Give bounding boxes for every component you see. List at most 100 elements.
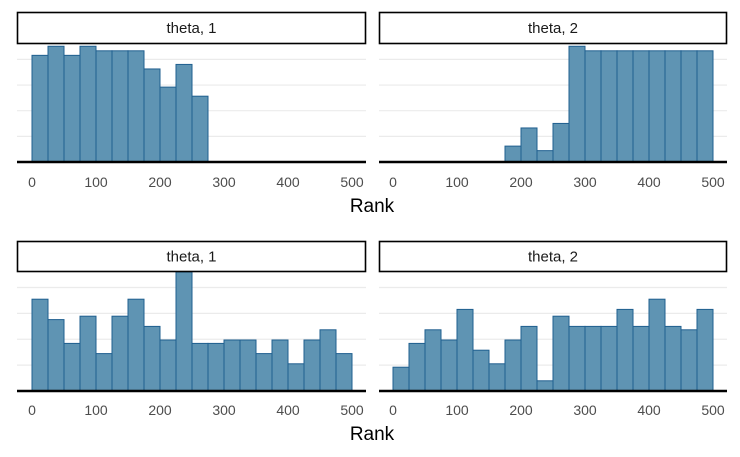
histogram-bar [600, 325, 618, 392]
histogram-bar [408, 342, 426, 392]
histogram-bar [584, 325, 602, 392]
histogram-bar [95, 50, 113, 163]
x-tick-label: 200 [509, 174, 533, 190]
histogram-bar [191, 342, 209, 392]
x-tick-label: 300 [212, 402, 236, 418]
histogram-bar [175, 271, 193, 392]
histogram-bar [392, 366, 410, 392]
histogram-bar [472, 349, 490, 392]
histogram-bar [488, 363, 506, 392]
x-tick-label: 500 [701, 402, 725, 418]
histogram-bar [424, 329, 442, 392]
histogram-bar [143, 325, 161, 392]
histogram-bar [303, 339, 321, 392]
histogram-bar [191, 95, 209, 163]
histogram-bar [319, 329, 337, 392]
strip-label: theta, 1 [166, 249, 216, 266]
histogram-bar [127, 298, 145, 392]
histogram-bar [600, 50, 618, 163]
facet-panel: theta, 1 0 100 200 300 400 500 [16, 240, 367, 418]
histogram-bar [648, 50, 666, 163]
histogram-bar [79, 315, 97, 392]
x-tick-label: 500 [340, 402, 364, 418]
x-tick-label: 100 [84, 402, 108, 418]
histogram-bar [207, 342, 225, 392]
histogram-bar [536, 380, 554, 392]
histogram-bar [696, 308, 714, 392]
x-axis-title: Rank [350, 196, 395, 217]
x-tick-label: 400 [637, 174, 661, 190]
histogram-bar [568, 45, 586, 163]
histogram-bar [127, 50, 145, 163]
x-axis-title: Rank [350, 424, 395, 445]
x-tick-label: 300 [212, 174, 236, 190]
histogram-bar [632, 50, 650, 163]
histogram-bar [143, 68, 161, 163]
strip-label: theta, 2 [528, 20, 578, 37]
histogram-bar [47, 319, 65, 392]
x-tick-label: 0 [28, 174, 36, 190]
histogram-bar [520, 325, 538, 392]
histogram-bar [239, 339, 257, 392]
histogram-bar [79, 45, 97, 163]
histogram-bar [568, 325, 586, 392]
histogram-bar [632, 325, 650, 392]
facet-panel: theta, 2 0 100 200 300 400 500 [378, 240, 728, 418]
histogram-bar [696, 50, 714, 163]
chart-row-2: theta, 1 0 100 200 300 400 500 theta, 2 0 100 200 3… [16, 240, 728, 445]
x-tick-label: 400 [276, 402, 300, 418]
histogram-bar [664, 50, 682, 163]
strip-box [16, 11, 367, 45]
chart-row-1: theta, 1 0 100 200 300 400 500 theta, 2 0 100 200 3… [16, 11, 728, 217]
histogram-bar [440, 339, 458, 392]
x-tick-label: 0 [389, 402, 397, 418]
x-tick-label: 200 [148, 174, 172, 190]
x-tick-label: 500 [701, 174, 725, 190]
histogram-bar [680, 329, 698, 392]
histogram-bar [63, 342, 81, 392]
histogram-bar [159, 339, 177, 392]
x-tick-label: 0 [28, 402, 36, 418]
histogram-bar [616, 308, 634, 392]
strip-box [378, 11, 728, 45]
histogram-bar [175, 63, 193, 163]
histogram-bar [552, 122, 570, 163]
x-tick-label: 0 [389, 174, 397, 190]
x-tick-label: 400 [637, 402, 661, 418]
x-tick-label: 500 [340, 174, 364, 190]
x-tick-label: 100 [445, 174, 469, 190]
histogram-bar [31, 54, 49, 163]
facet-panel: theta, 1 0 100 200 300 400 500 [16, 11, 367, 190]
histogram-bar [287, 363, 305, 392]
strip-label: theta, 2 [528, 249, 578, 266]
histogram-bar [504, 145, 522, 163]
histogram-bar [47, 45, 65, 163]
histogram-bar [271, 339, 289, 392]
histogram-bar [616, 50, 634, 163]
histogram-bar [648, 298, 666, 392]
histogram-bar [680, 50, 698, 163]
histogram-bar [335, 353, 353, 392]
histogram-bar [504, 339, 522, 392]
histogram-bar [111, 50, 129, 163]
histogram-bar [552, 315, 570, 392]
x-tick-label: 100 [445, 402, 469, 418]
histogram-bar [520, 127, 538, 163]
histogram-bar [31, 298, 49, 392]
facet-panel: theta, 2 0 100 200 300 400 500 [378, 11, 728, 190]
strip-box [16, 240, 367, 273]
strip-label: theta, 1 [166, 20, 216, 37]
histogram-bar [111, 315, 129, 392]
x-tick-label: 200 [509, 402, 533, 418]
x-tick-label: 300 [573, 174, 597, 190]
histogram-bar [95, 353, 113, 392]
histogram-bar [223, 339, 241, 392]
histogram-bar [584, 50, 602, 163]
histogram-bar [536, 150, 554, 163]
strip-box [378, 240, 728, 273]
x-tick-label: 300 [573, 402, 597, 418]
x-tick-label: 400 [276, 174, 300, 190]
histogram-bar [159, 86, 177, 163]
histogram-bar [255, 353, 273, 392]
